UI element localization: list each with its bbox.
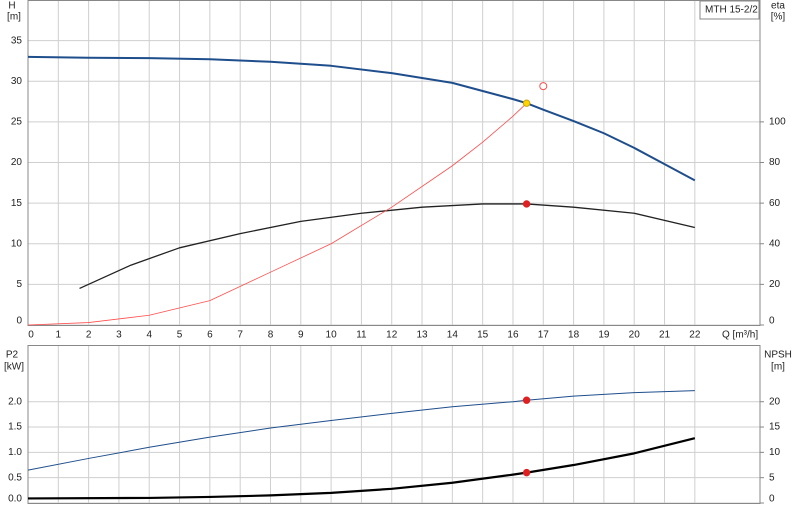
curve: [79, 203, 695, 290]
y2-tick-label: 40: [769, 238, 781, 249]
y-tick-label: 1.0: [8, 447, 22, 458]
y2-tick-label: 20: [769, 279, 781, 290]
y-tick-label: 10: [11, 238, 23, 249]
plot-frame: [27, 0, 761, 326]
x-tick-label: 4: [146, 330, 152, 341]
x-tick-label: 21: [659, 330, 671, 341]
y2-axis-label: NPSH: [764, 350, 792, 361]
y2-tick-label: 5: [769, 472, 775, 483]
operating-point: [522, 396, 531, 404]
operating-point: [539, 82, 548, 91]
y-tick-label: 2.0: [8, 396, 22, 407]
x-tick-label: 10: [326, 330, 338, 341]
x-tick-label: 13: [416, 330, 428, 341]
x-tick-label: 5: [177, 330, 183, 341]
y2-tick-label: 60: [769, 198, 781, 209]
x-tick-label: 2: [86, 330, 92, 341]
x-tick-label: 6: [207, 330, 213, 341]
y2-tick-label: 0: [769, 494, 775, 505]
curve: [27, 102, 527, 326]
x-tick-label: 1: [56, 330, 62, 341]
x-tick-label: 7: [237, 330, 243, 341]
curve: [27, 390, 695, 471]
y-tick-label: 0.0: [8, 494, 22, 505]
y-tick-label: 5: [16, 279, 22, 290]
y-tick-label: 35: [11, 35, 23, 46]
x-tick-label: 3: [116, 330, 122, 341]
x-tick-label: 14: [447, 330, 459, 341]
y-axis-label: H: [8, 1, 15, 12]
y2-axis-unit: [m]: [771, 362, 785, 373]
y2-tick-label: 20: [769, 396, 781, 407]
operating-point: [522, 468, 531, 477]
x-tick-label: 22: [689, 330, 701, 341]
y2-axis-label: eta: [771, 1, 785, 12]
y2-tick-label: 15: [769, 422, 781, 433]
x-tick-label: 11: [356, 330, 367, 341]
x-tick-label: 18: [568, 330, 580, 341]
y2-tick-label: 100: [769, 117, 786, 128]
x-axis-label: Q [m³/h]: [722, 330, 758, 341]
x-tick-label: 19: [598, 330, 610, 341]
curve: [27, 437, 696, 500]
y2-axis-unit: [%]: [771, 12, 786, 23]
x-tick-label: 9: [298, 330, 304, 341]
y-tick-label: 20: [11, 157, 23, 168]
y-axis-label: P2: [6, 350, 19, 361]
x-tick-label: 8: [268, 330, 274, 341]
title-box: [699, 0, 760, 20]
chart-title: MTH 15-2/2: [705, 5, 758, 16]
x-tick-label: 20: [629, 330, 641, 341]
y-axis-unit: [m]: [7, 12, 21, 23]
operating-point: [522, 99, 531, 107]
y-tick-label: 25: [11, 117, 23, 128]
y-tick-label: 0: [16, 316, 22, 327]
y-tick-label: 15: [11, 198, 23, 209]
y2-tick-label: 80: [769, 157, 781, 168]
x-tick-label: 0: [28, 330, 34, 341]
x-tick-label: 12: [386, 330, 398, 341]
y-tick-label: 1.5: [8, 422, 22, 433]
x-tick-label: 16: [507, 330, 519, 341]
y2-tick-label: 0: [769, 316, 775, 327]
plot-frame: [27, 345, 761, 504]
x-tick-label: 15: [477, 330, 489, 341]
x-tick-label: 17: [538, 330, 550, 341]
curve: [27, 55, 696, 182]
y-axis-unit: [kW]: [4, 362, 24, 373]
y-tick-label: 0.5: [8, 472, 22, 483]
y-tick-label: 30: [11, 76, 23, 87]
operating-point: [522, 200, 531, 208]
y2-tick-label: 10: [769, 447, 781, 458]
